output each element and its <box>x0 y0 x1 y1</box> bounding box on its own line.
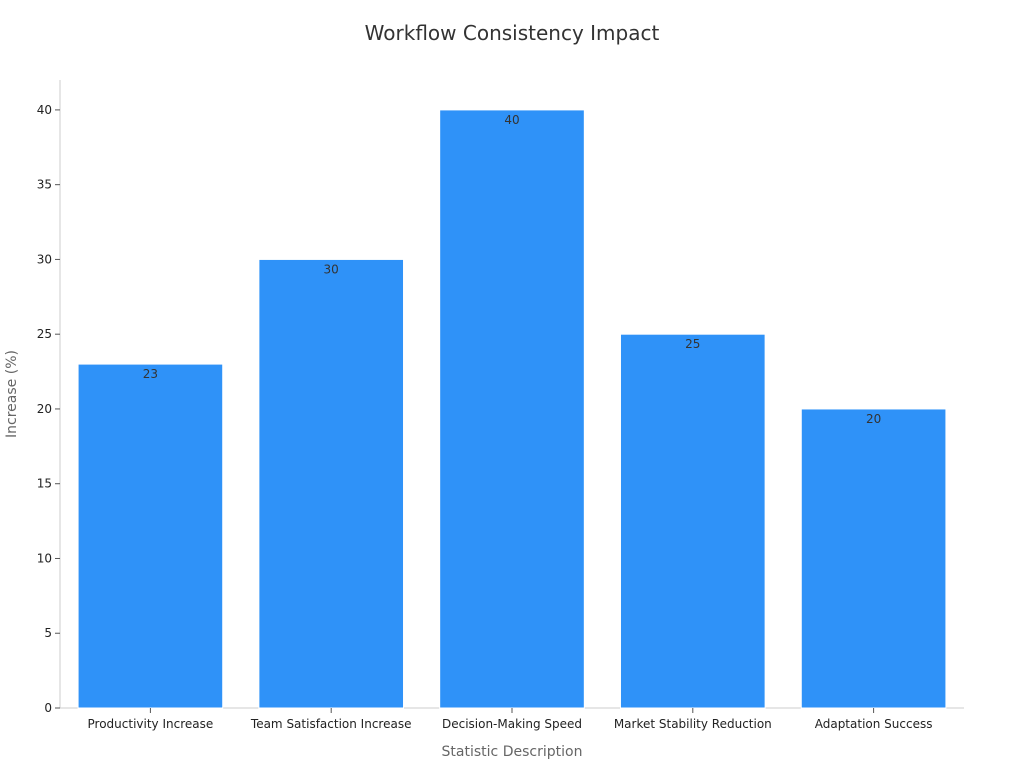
x-tick-label: Market Stability Reduction <box>614 717 772 731</box>
plot-area: 0 5 10 15 20 25 30 35 40 23 Productivity Increase 3… <box>37 80 964 731</box>
y-axis-label: Increase (%) <box>4 350 20 438</box>
y-tick-label: 0 <box>44 701 52 715</box>
x-tick-label: Adaptation Success <box>815 717 933 731</box>
bar-value-label: 25 <box>685 337 700 351</box>
bar[interactable] <box>619 333 766 709</box>
x-tick-label: Decision-Making Speed <box>442 717 582 731</box>
chart-title: Workflow Consistency Impact <box>365 21 660 45</box>
bar[interactable] <box>800 408 947 709</box>
bar[interactable] <box>77 363 224 709</box>
y-tick-label: 20 <box>37 402 52 416</box>
y-tick-label: 40 <box>37 103 52 117</box>
y-tick-label: 5 <box>44 626 52 640</box>
bar-value-label: 30 <box>324 262 339 276</box>
y-tick-label: 30 <box>37 252 52 266</box>
y-tick-label: 15 <box>37 477 52 491</box>
y-tick-label: 35 <box>37 178 52 192</box>
bar[interactable] <box>439 109 585 709</box>
y-tick-label: 10 <box>37 551 52 565</box>
bar[interactable] <box>258 258 405 709</box>
bar-value-label: 40 <box>504 113 519 127</box>
x-tick-label: Productivity Increase <box>88 717 214 731</box>
y-tick-label: 25 <box>37 327 52 341</box>
bar-value-label: 23 <box>143 367 158 381</box>
bar-value-label: 20 <box>866 412 881 426</box>
x-axis-label: Statistic Description <box>442 744 583 760</box>
x-tick-label: Team Satisfaction Increase <box>250 717 412 731</box>
